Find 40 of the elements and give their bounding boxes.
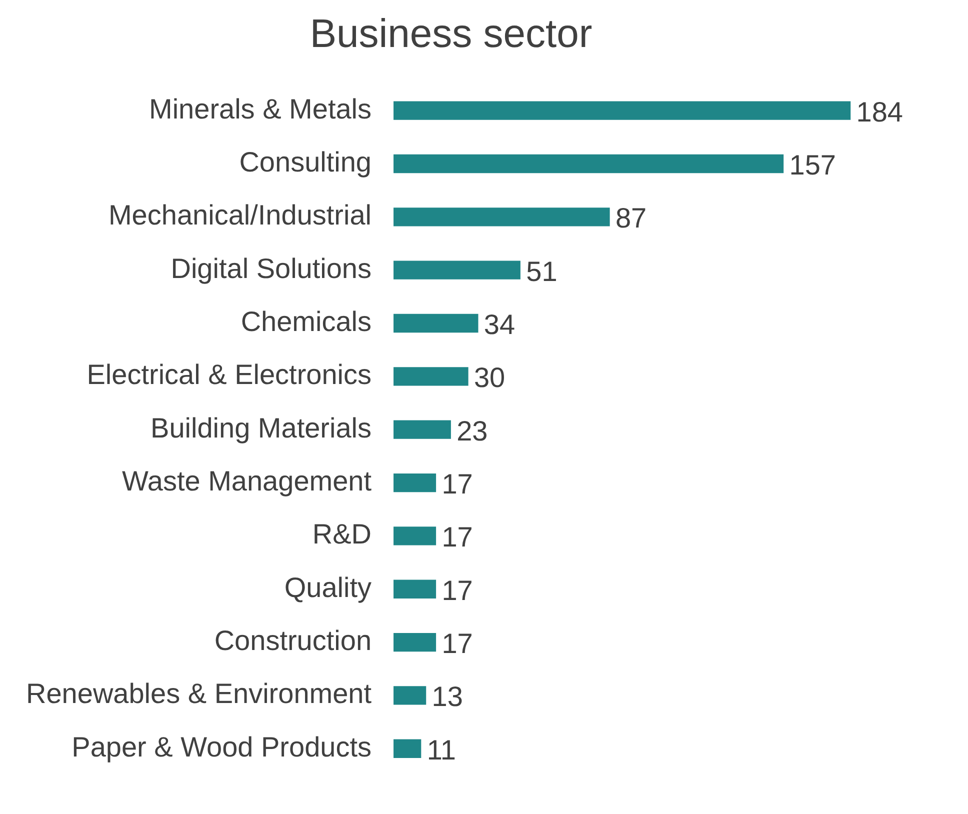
data-label: 17 [442, 574, 473, 606]
bar [394, 314, 478, 333]
bar [394, 208, 610, 226]
data-label: 87 [615, 202, 647, 234]
y-tick-label: Renewables & Environment [26, 678, 372, 710]
data-label: 30 [474, 362, 506, 394]
y-tick-label: Minerals & Metals [149, 93, 372, 124]
bar [394, 739, 422, 758]
data-label: 51 [526, 256, 558, 287]
bar [394, 154, 784, 174]
bar [394, 632, 436, 652]
data-label: 34 [484, 308, 516, 340]
bar [394, 580, 436, 598]
chart-title: Business sector [310, 12, 592, 56]
bar [394, 473, 436, 492]
data-label: 17 [442, 522, 473, 553]
bar [394, 367, 468, 386]
bar [394, 420, 451, 439]
y-tick-label: Building Materials [150, 412, 372, 444]
y-tick-label: Consulting [239, 146, 372, 178]
y-tick-label: Quality [284, 572, 372, 603]
y-tick-label: Digital Solutions [170, 252, 372, 284]
data-label: 17 [442, 468, 473, 500]
data-label: 184 [856, 96, 903, 128]
data-label: 13 [432, 681, 463, 712]
data-label: 17 [442, 628, 473, 659]
data-label: 157 [789, 149, 836, 180]
bar [394, 260, 520, 280]
bar [394, 686, 426, 705]
bar [394, 526, 436, 546]
y-tick-label: Waste Management [122, 465, 372, 496]
y-tick-label: Electrical & Electronics [86, 359, 372, 390]
y-tick-label: Construction [214, 624, 372, 656]
data-label: 11 [426, 734, 456, 766]
bar [394, 101, 851, 120]
y-tick-label: R&D [312, 518, 372, 550]
y-tick-label: Chemicals [240, 306, 372, 337]
data-label: 23 [456, 415, 488, 446]
y-tick-label: Paper & Wood Products [72, 731, 372, 762]
y-tick-label: Mechanical/Industrial [108, 200, 372, 231]
